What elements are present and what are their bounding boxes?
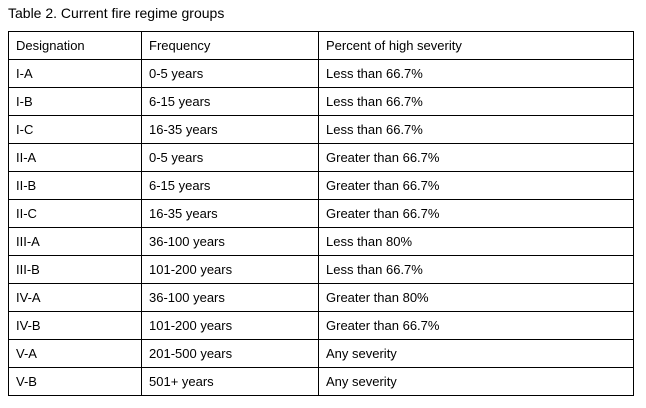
table-row: III-B 101-200 years Less than 66.7% — [8, 255, 634, 284]
cell-designation: V-A — [8, 339, 142, 368]
cell-frequency: 6-15 years — [141, 87, 319, 116]
cell-frequency: 501+ years — [141, 367, 319, 396]
cell-severity: Less than 66.7% — [318, 59, 634, 88]
cell-frequency: 16-35 years — [141, 199, 319, 228]
table-caption: Table 2. Current fire regime groups — [8, 5, 225, 21]
cell-frequency: 36-100 years — [141, 227, 319, 256]
table-header-row: Designation Frequency Percent of high se… — [8, 31, 634, 60]
table-row: V-A 201-500 years Any severity — [8, 339, 634, 368]
table-row: IV-B 101-200 years Greater than 66.7% — [8, 311, 634, 340]
cell-designation: V-B — [8, 367, 142, 396]
column-header-frequency: Frequency — [141, 31, 319, 60]
cell-frequency: 36-100 years — [141, 283, 319, 312]
cell-designation: IV-A — [8, 283, 142, 312]
cell-severity: Less than 66.7% — [318, 87, 634, 116]
cell-designation: III-A — [8, 227, 142, 256]
cell-severity: Less than 80% — [318, 227, 634, 256]
cell-designation: II-C — [8, 199, 142, 228]
cell-designation: I-B — [8, 87, 142, 116]
table-row: II-A 0-5 years Greater than 66.7% — [8, 143, 634, 172]
cell-frequency: 0-5 years — [141, 143, 319, 172]
column-header-severity: Percent of high severity — [318, 31, 634, 60]
cell-severity: Greater than 66.7% — [318, 199, 634, 228]
cell-severity: Greater than 66.7% — [318, 171, 634, 200]
cell-designation: I-C — [8, 115, 142, 144]
table-row: I-B 6-15 years Less than 66.7% — [8, 87, 634, 116]
cell-frequency: 201-500 years — [141, 339, 319, 368]
cell-designation: I-A — [8, 59, 142, 88]
cell-frequency: 101-200 years — [141, 311, 319, 340]
cell-severity: Greater than 66.7% — [318, 143, 634, 172]
fire-regime-table: Designation Frequency Percent of high se… — [8, 31, 634, 396]
cell-severity: Less than 66.7% — [318, 255, 634, 284]
cell-designation: III-B — [8, 255, 142, 284]
table-row: IV-A 36-100 years Greater than 80% — [8, 283, 634, 312]
table-row: II-C 16-35 years Greater than 66.7% — [8, 199, 634, 228]
cell-designation: IV-B — [8, 311, 142, 340]
column-header-designation: Designation — [8, 31, 142, 60]
cell-severity: Greater than 80% — [318, 283, 634, 312]
cell-designation: II-B — [8, 171, 142, 200]
table-row: I-C 16-35 years Less than 66.7% — [8, 115, 634, 144]
cell-frequency: 101-200 years — [141, 255, 319, 284]
cell-severity: Less than 66.7% — [318, 115, 634, 144]
cell-frequency: 0-5 years — [141, 59, 319, 88]
cell-severity: Greater than 66.7% — [318, 311, 634, 340]
cell-severity: Any severity — [318, 367, 634, 396]
table-row: V-B 501+ years Any severity — [8, 367, 634, 396]
table-row: III-A 36-100 years Less than 80% — [8, 227, 634, 256]
cell-frequency: 6-15 years — [141, 171, 319, 200]
table-row: I-A 0-5 years Less than 66.7% — [8, 59, 634, 88]
cell-severity: Any severity — [318, 339, 634, 368]
cell-designation: II-A — [8, 143, 142, 172]
cell-frequency: 16-35 years — [141, 115, 319, 144]
table-row: II-B 6-15 years Greater than 66.7% — [8, 171, 634, 200]
